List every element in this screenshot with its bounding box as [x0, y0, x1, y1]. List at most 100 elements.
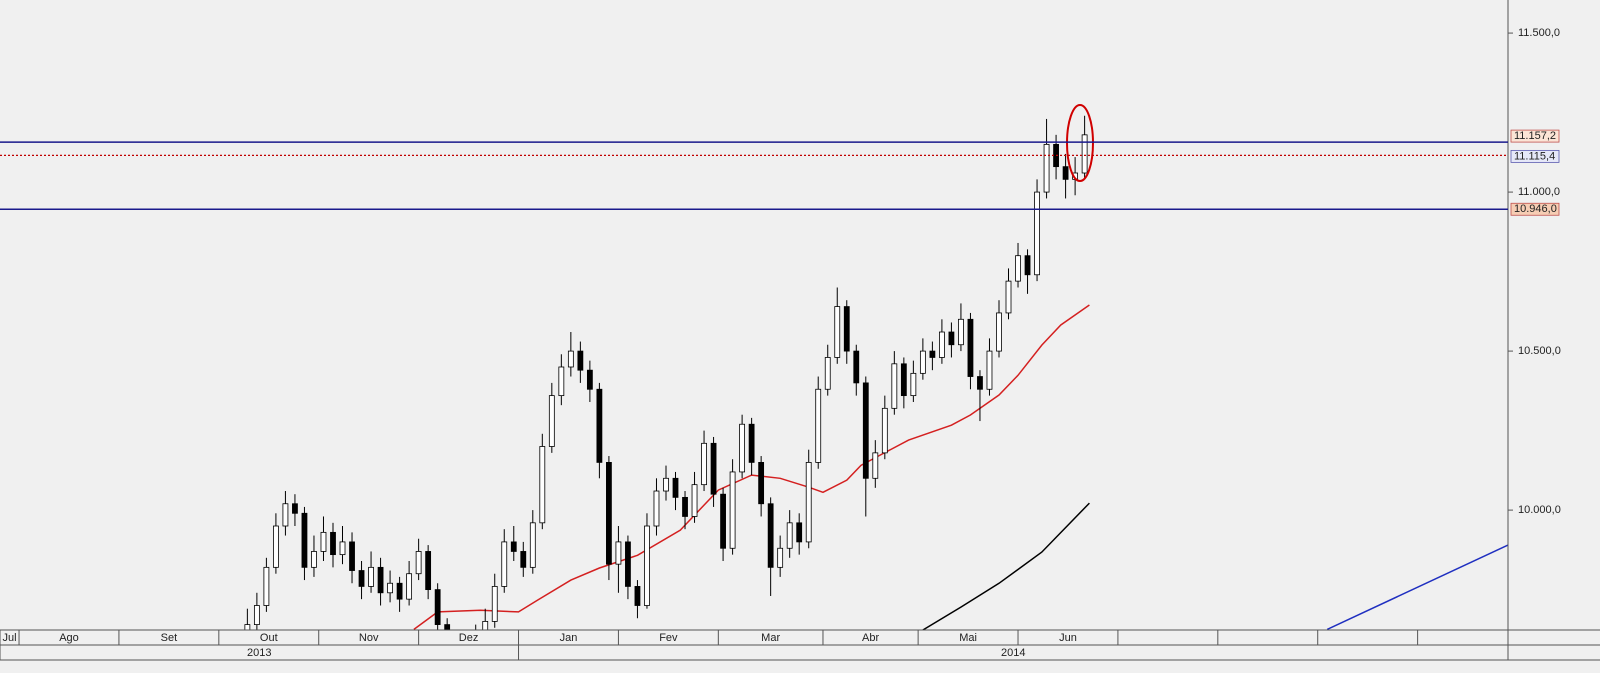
candle-body [891, 363, 898, 409]
candle-body [853, 350, 860, 384]
indicator-line [922, 502, 1090, 630]
year-label: 2013 [247, 647, 271, 659]
candle-body [301, 512, 308, 568]
candle-body [767, 503, 774, 568]
candle-body [482, 621, 489, 630]
candle-body [253, 605, 260, 625]
overlay [1066, 104, 1094, 182]
x-tick-label: Jan [560, 632, 578, 644]
candle-body [510, 541, 517, 552]
level-label-box [1510, 149, 1560, 163]
candle-body [996, 312, 1002, 352]
candle-body [1062, 166, 1069, 180]
y-tick-label: 11.500,0 [1518, 27, 1560, 39]
candle-body [834, 306, 841, 358]
candle-body [558, 366, 565, 397]
y-tick-label: 11.000,0 [1518, 186, 1560, 198]
candle-body [710, 442, 717, 495]
x-tick-label: Fev [659, 632, 678, 644]
candle-body [1034, 191, 1040, 276]
candle-body [910, 372, 917, 397]
candle-body [625, 541, 631, 587]
candle-body [615, 541, 622, 565]
candle-body [977, 376, 983, 390]
y-tick-label: 10.500,0 [1518, 345, 1561, 357]
candle-body [1081, 134, 1088, 174]
candle-body [777, 547, 784, 568]
level-label: 10.946,0 [1514, 203, 1557, 215]
candle-body [986, 350, 993, 390]
indicator-line [1326, 544, 1508, 630]
candle-body [872, 452, 879, 479]
level-label-box [1510, 129, 1560, 143]
x-tick-label: Jul [2, 632, 16, 644]
candle-body [396, 582, 403, 600]
candle-body [444, 624, 451, 630]
x-tick-label: Mar [761, 632, 780, 644]
candle-body [586, 369, 593, 390]
candle-body [929, 350, 936, 358]
candle-body [843, 306, 850, 352]
candle-body [415, 551, 422, 575]
candle-body [1015, 255, 1021, 282]
candle-body [663, 477, 669, 492]
candle-body [862, 382, 869, 479]
x-tick-label: Abr [862, 632, 879, 644]
candle-body [387, 582, 393, 594]
candle-body [425, 551, 432, 591]
x-tick-label: Set [161, 632, 178, 644]
candle-body [967, 318, 974, 377]
x-tick-label: Nov [359, 632, 379, 644]
candle-body [606, 462, 612, 565]
candle-body [653, 490, 660, 527]
candle-body [796, 522, 803, 543]
highlight-ellipse [1066, 104, 1094, 182]
x-tick-label: Out [260, 632, 278, 644]
x-tick-label: Mai [959, 632, 977, 644]
candle-body [682, 496, 688, 517]
candle-body [368, 566, 374, 587]
candle-body [596, 388, 603, 463]
candle-body [282, 503, 289, 527]
candle-body [529, 522, 536, 568]
candle-body [758, 462, 765, 505]
candle-body [958, 318, 964, 346]
level-label-box [1510, 202, 1560, 216]
candle-body [644, 525, 650, 606]
candle-body [548, 395, 555, 447]
candle-body [377, 566, 384, 594]
candle-body [577, 350, 584, 371]
candle-body [720, 493, 726, 549]
candle-body [729, 471, 736, 549]
candle-body [1024, 255, 1031, 276]
level-label: 11.115,4 [1514, 150, 1555, 162]
candle-body [567, 350, 574, 368]
x-tick-label: Ago [59, 632, 79, 644]
candle-body [273, 525, 279, 568]
candle-body [349, 541, 355, 571]
candle-body [311, 551, 317, 568]
candle-body [358, 570, 365, 587]
candle-body [1005, 280, 1012, 314]
year-label: 2014 [1001, 647, 1025, 659]
candle-body [900, 363, 907, 397]
candle-body [805, 462, 812, 543]
candle-body [634, 586, 641, 606]
candle-body [739, 423, 746, 473]
candle-body [339, 541, 346, 556]
candle-body [434, 589, 441, 625]
candle-body [701, 442, 707, 486]
plot-area [244, 115, 1508, 630]
y-tick-label: 10.000,0 [1518, 504, 1561, 516]
candle-body [244, 624, 251, 630]
candle-body [786, 522, 793, 549]
candle-body [330, 531, 336, 556]
candle-body [1043, 143, 1050, 193]
candle-body [320, 531, 327, 552]
level-label: 11.157,2 [1514, 130, 1556, 142]
candle-body [815, 388, 822, 463]
candle-body [501, 541, 508, 587]
candle-body [292, 503, 298, 514]
